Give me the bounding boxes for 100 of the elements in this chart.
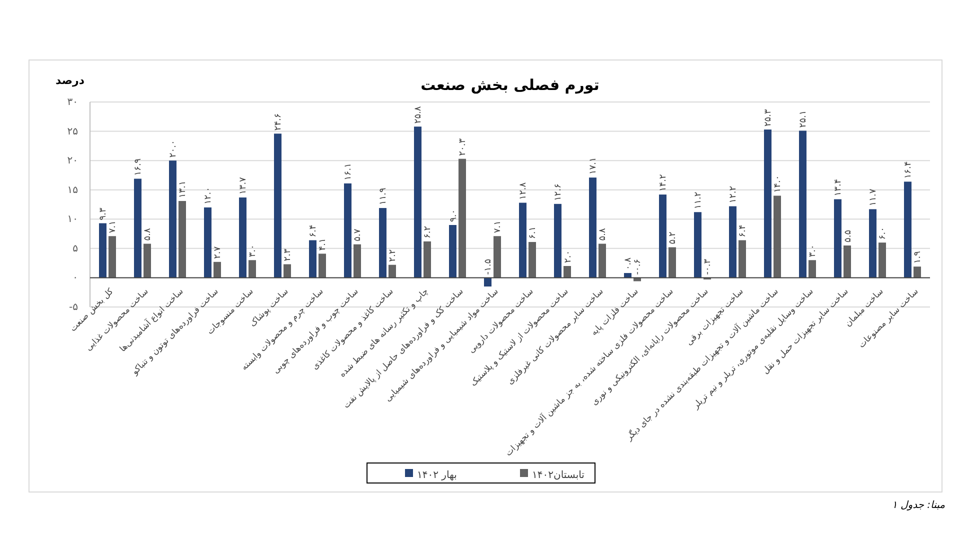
bar bbox=[449, 225, 456, 278]
data-label: ۲.۳ bbox=[283, 248, 294, 262]
bar bbox=[729, 206, 736, 278]
data-label: ۱۶.۱ bbox=[344, 163, 354, 180]
bar bbox=[204, 207, 212, 278]
data-label: ۲۵.۳ bbox=[764, 109, 774, 127]
bar bbox=[144, 244, 151, 278]
data-label: ۵.۵ bbox=[843, 230, 854, 242]
bar bbox=[738, 240, 746, 278]
data-label: ۰.۸ bbox=[624, 257, 634, 270]
data-label: ۷.۱ bbox=[493, 220, 504, 234]
y-tick-label: ۳۰ bbox=[67, 97, 78, 108]
data-label: ۱.۹ bbox=[913, 250, 924, 264]
data-label: ۲۵.۱ bbox=[798, 110, 809, 128]
bar bbox=[834, 199, 842, 278]
bar bbox=[808, 260, 816, 278]
data-label: ۶.۴ bbox=[738, 224, 748, 238]
bar bbox=[274, 134, 282, 278]
data-label: ۱۷.۱ bbox=[588, 157, 599, 175]
data-label: ۲.۰ bbox=[563, 250, 574, 263]
y-tick-label: -۵ bbox=[69, 302, 78, 313]
data-label: ۱۳.۷ bbox=[238, 176, 249, 194]
bar bbox=[354, 244, 361, 278]
bar bbox=[239, 197, 246, 278]
bar bbox=[424, 241, 431, 278]
y-tick-label: ۲۵ bbox=[67, 126, 78, 138]
data-label: ۱۳.۴ bbox=[834, 178, 844, 196]
bar bbox=[214, 262, 221, 278]
bar bbox=[458, 158, 466, 278]
data-label: ۲۵.۸ bbox=[414, 106, 424, 124]
bar bbox=[774, 196, 781, 278]
data-label: ۹.۳ bbox=[98, 208, 109, 220]
bar bbox=[318, 254, 326, 278]
text: مبنا: جدول ۱ bbox=[892, 500, 946, 511]
bar bbox=[414, 126, 422, 278]
bar bbox=[108, 236, 116, 278]
bar bbox=[99, 223, 106, 278]
bar bbox=[694, 212, 702, 278]
data-label: ۵.۸ bbox=[598, 228, 608, 241]
bar bbox=[284, 264, 291, 278]
data-label: ۶.۱ bbox=[528, 226, 538, 239]
y-tick-label: ۲۰ bbox=[67, 156, 78, 167]
bar bbox=[134, 178, 142, 278]
y-tick-label: ۱۵ bbox=[67, 184, 78, 196]
bar bbox=[309, 240, 316, 278]
data-label: ۱۶.۴ bbox=[904, 161, 914, 179]
data-label: -۱.۵ bbox=[484, 258, 494, 275]
y-tick-label: ۵ bbox=[72, 243, 78, 254]
data-label: ۱۱.۷ bbox=[868, 188, 879, 206]
y-axis-title: درصد bbox=[56, 74, 85, 87]
data-label: ۵.۲ bbox=[668, 232, 678, 244]
data-label: ۱۳.۱ bbox=[178, 180, 188, 198]
bar bbox=[344, 183, 352, 278]
y-tick-label: ۰ bbox=[72, 272, 78, 284]
bar bbox=[869, 209, 876, 278]
bar bbox=[914, 266, 921, 278]
bar bbox=[598, 244, 606, 278]
data-label: ۲.۷ bbox=[213, 246, 224, 259]
y-tick-label: ۱۰ bbox=[67, 214, 78, 226]
bar bbox=[878, 242, 886, 278]
data-label: ۱۱.۹ bbox=[378, 187, 389, 206]
data-label: ۲۰.۰ bbox=[168, 140, 179, 158]
data-label: ۲۴.۶ bbox=[274, 113, 284, 131]
bar bbox=[554, 204, 562, 278]
data-label: ۶.۰ bbox=[878, 227, 888, 240]
data-label: -۰.۳ bbox=[703, 258, 714, 275]
data-label: ۱۲.۲ bbox=[728, 186, 739, 204]
bar bbox=[519, 202, 526, 278]
bar bbox=[764, 130, 772, 278]
data-label: ۳.۰ bbox=[808, 244, 818, 258]
legend-label: بهار ۱۴۰۲ bbox=[417, 470, 457, 481]
bar bbox=[388, 264, 396, 278]
data-label: ۶.۲ bbox=[423, 226, 434, 238]
data-label: ۱۲.۸ bbox=[518, 182, 529, 200]
data-label: -۰.۶ bbox=[633, 258, 644, 275]
bar bbox=[494, 236, 501, 278]
data-label: ۲.۲ bbox=[388, 249, 398, 262]
data-label: ۱۲.۰ bbox=[204, 187, 214, 204]
data-label: ۵.۷ bbox=[353, 228, 364, 242]
bar bbox=[248, 260, 256, 278]
data-label: ۱۴.۰ bbox=[773, 175, 784, 193]
bar bbox=[484, 278, 492, 286]
data-label: ۶.۴ bbox=[308, 224, 319, 238]
data-label: ۲۰.۳ bbox=[458, 138, 468, 156]
bar bbox=[668, 247, 676, 278]
bar bbox=[564, 266, 571, 278]
data-label: ۷.۱ bbox=[108, 220, 118, 234]
bar bbox=[659, 194, 666, 278]
bar bbox=[528, 242, 536, 278]
data-label: ۱۴.۲ bbox=[658, 174, 669, 192]
bar bbox=[904, 182, 912, 278]
data-label: ۴.۱ bbox=[318, 238, 328, 251]
bar bbox=[178, 200, 186, 278]
bar bbox=[844, 246, 851, 278]
bar bbox=[799, 130, 806, 278]
data-label: ۳.۰ bbox=[248, 244, 258, 258]
chart-title: تورم فصلی بخش صنعت bbox=[420, 76, 600, 94]
bar bbox=[169, 160, 176, 278]
data-label: ۵.۸ bbox=[143, 228, 154, 241]
legend-label: تابستان۱۴۰۲ bbox=[532, 470, 585, 481]
